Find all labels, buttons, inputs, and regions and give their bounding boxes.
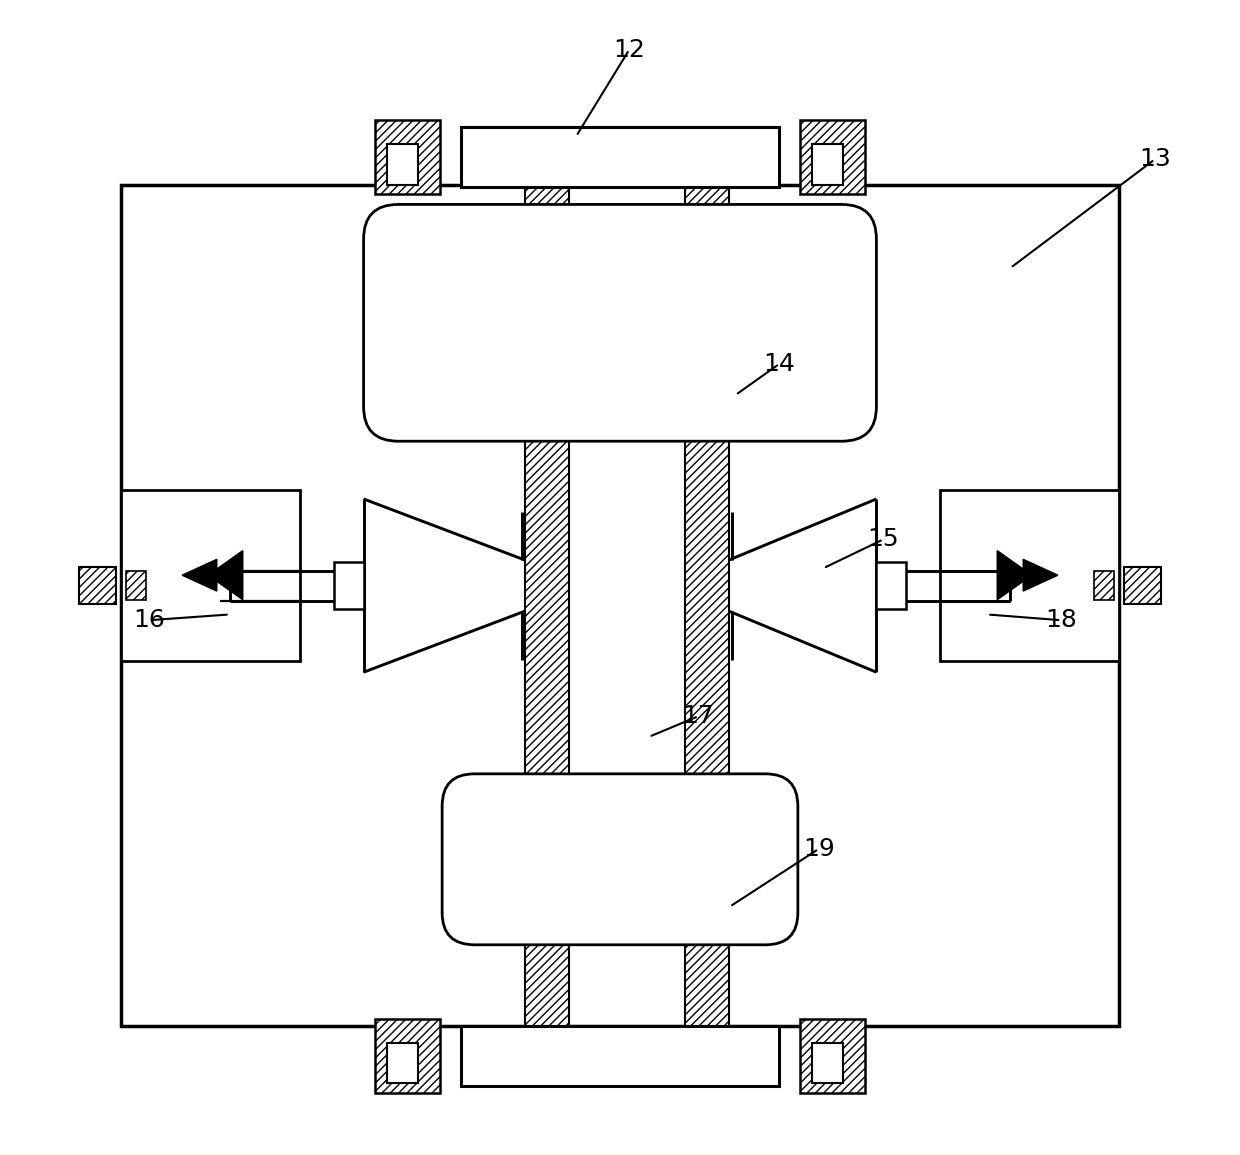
- Text: 19: 19: [802, 837, 835, 860]
- Bar: [125, 571, 146, 601]
- FancyBboxPatch shape: [363, 204, 877, 441]
- Bar: [800, 1019, 864, 1093]
- Bar: [1094, 571, 1115, 601]
- Bar: [376, 1019, 440, 1093]
- Polygon shape: [208, 551, 243, 599]
- Text: 17: 17: [683, 705, 714, 728]
- Bar: [460, 127, 780, 187]
- Bar: [122, 490, 300, 661]
- Bar: [812, 144, 843, 185]
- Polygon shape: [1023, 559, 1058, 591]
- Bar: [387, 1043, 418, 1083]
- Bar: [940, 490, 1118, 661]
- Bar: [800, 120, 864, 194]
- Bar: [877, 562, 906, 609]
- Bar: [684, 185, 729, 1026]
- Bar: [334, 562, 363, 609]
- Text: 15: 15: [868, 528, 899, 551]
- Bar: [122, 185, 1118, 1026]
- Polygon shape: [182, 559, 217, 591]
- Bar: [1123, 567, 1161, 604]
- Bar: [387, 144, 418, 185]
- Bar: [460, 1026, 780, 1086]
- Polygon shape: [997, 551, 1032, 599]
- Bar: [812, 1043, 843, 1083]
- Bar: [79, 567, 117, 604]
- Text: 16: 16: [133, 609, 165, 632]
- FancyBboxPatch shape: [443, 774, 797, 945]
- Bar: [376, 120, 440, 194]
- Bar: [526, 185, 569, 1026]
- Text: 18: 18: [1045, 609, 1078, 632]
- Text: 14: 14: [764, 352, 795, 375]
- Text: 12: 12: [614, 38, 645, 61]
- Text: 13: 13: [1138, 148, 1171, 171]
